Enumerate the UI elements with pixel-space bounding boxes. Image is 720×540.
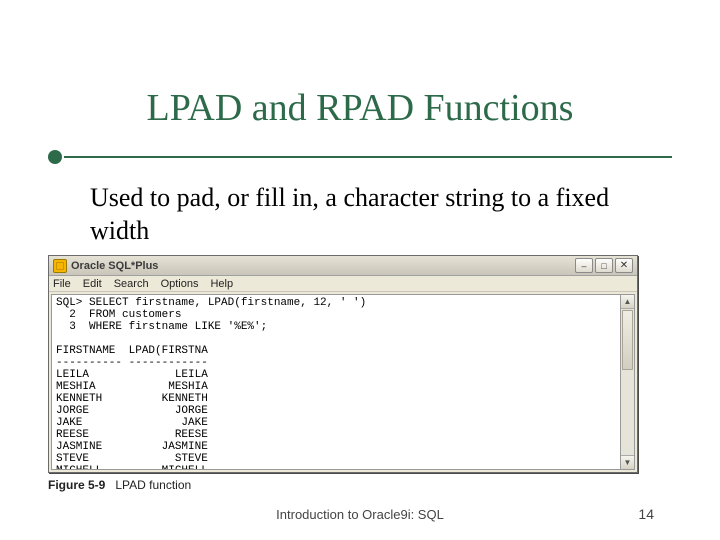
vertical-scrollbar[interactable]: ▲ ▼ [620, 294, 635, 470]
app-icon [53, 259, 67, 273]
terminal-output[interactable]: SQL> SELECT firstname, LPAD(firstname, 1… [51, 294, 635, 470]
menu-help[interactable]: Help [210, 278, 233, 290]
slide-container: LPAD and RPAD Functions Used to pad, or … [0, 0, 720, 540]
figure-number: Figure 5-9 [48, 478, 105, 492]
maximize-icon: □ [601, 261, 606, 271]
chevron-up-icon: ▲ [624, 297, 632, 306]
title-rule [48, 150, 672, 164]
window-title: Oracle SQL*Plus [71, 260, 571, 272]
menubar: File Edit Search Options Help [49, 276, 637, 292]
scroll-down-button[interactable]: ▼ [621, 455, 634, 469]
scroll-thumb[interactable] [622, 310, 633, 370]
close-button[interactable]: ✕ [615, 258, 633, 273]
sqlplus-window: Oracle SQL*Plus – □ ✕ File Edit Search O… [48, 255, 638, 473]
footer-text: Introduction to Oracle9i: SQL [0, 507, 720, 522]
window-titlebar[interactable]: Oracle SQL*Plus – □ ✕ [49, 256, 637, 276]
figure-caption: Figure 5-9 LPAD function [48, 478, 191, 492]
slide-body-text: Used to pad, or fill in, a character str… [90, 182, 650, 247]
scroll-up-button[interactable]: ▲ [621, 295, 634, 309]
chevron-down-icon: ▼ [624, 458, 632, 467]
rule-line [64, 156, 672, 158]
menu-search[interactable]: Search [114, 278, 149, 290]
menu-edit[interactable]: Edit [83, 278, 102, 290]
menu-file[interactable]: File [53, 278, 71, 290]
menu-options[interactable]: Options [161, 278, 199, 290]
rule-dot-icon [48, 150, 62, 164]
minimize-button[interactable]: – [575, 258, 593, 273]
page-number: 14 [638, 506, 654, 522]
slide-title: LPAD and RPAD Functions [0, 86, 720, 130]
close-icon: ✕ [620, 260, 628, 271]
figure-text: LPAD function [115, 478, 191, 492]
window-buttons: – □ ✕ [575, 258, 633, 273]
maximize-button[interactable]: □ [595, 258, 613, 273]
footer-label: Introduction to Oracle9i: SQL [276, 507, 444, 522]
minimize-icon: – [581, 261, 586, 271]
